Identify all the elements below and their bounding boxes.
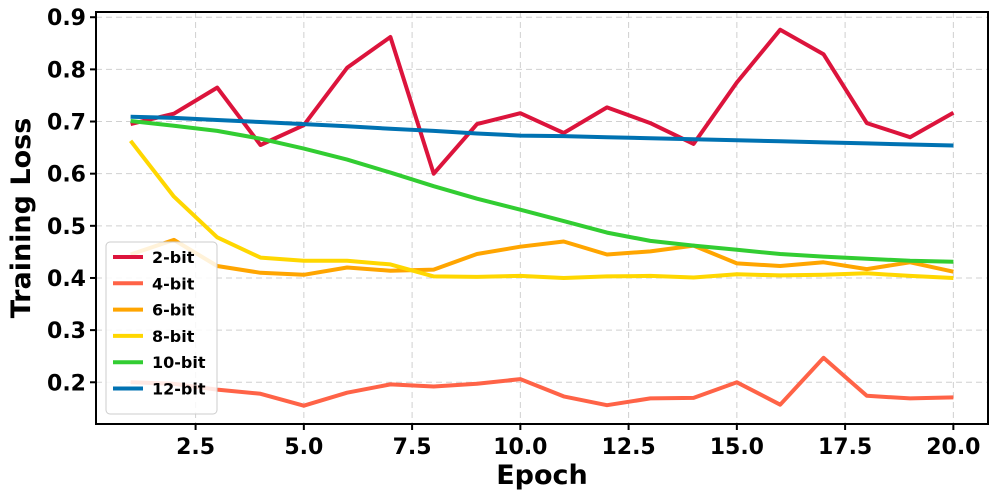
series-line-4-bit <box>130 355 954 408</box>
x-tick-label: 20.0 <box>926 435 980 460</box>
series-line-8-bit <box>129 139 954 280</box>
x-tick-label: 5.0 <box>284 435 323 460</box>
x-axis-ticks: 2.5 5.0 7.5 10.0 12.5 15.0 17.5 20.0 <box>176 424 980 460</box>
y-axis-label: Training Loss <box>6 118 37 319</box>
series-line-2-bit <box>130 27 955 176</box>
legend-label: 4-bit <box>152 274 195 293</box>
legend-label: 10-bit <box>152 353 206 372</box>
legend-label: 6-bit <box>152 301 195 320</box>
y-tick-label: 0.7 <box>47 111 86 136</box>
y-tick-label: 0.2 <box>47 371 86 396</box>
y-tick-label: 0.5 <box>47 215 86 240</box>
y-tick-label: 0.9 <box>47 6 86 31</box>
y-axis-ticks: 0.2 0.3 0.4 0.5 0.6 0.7 0.8 0.9 <box>47 6 96 396</box>
legend: 2-bit 4-bit 6-bit 8-bit 10-bit 12-bit <box>105 241 218 415</box>
x-tick-label: 10.0 <box>493 435 547 460</box>
x-tick-label: 12.5 <box>601 435 655 460</box>
x-tick-label: 17.5 <box>818 435 872 460</box>
x-tick-label: 15.0 <box>710 435 764 460</box>
series-line-12-bit <box>130 114 954 148</box>
y-tick-label: 0.6 <box>47 163 86 188</box>
y-tick-label: 0.3 <box>47 319 86 344</box>
series-line-10-bit <box>130 119 954 264</box>
y-tick-label: 0.8 <box>47 58 86 83</box>
grid <box>96 12 988 424</box>
legend-label: 12-bit <box>152 380 206 399</box>
series-line-6-bit <box>129 237 954 277</box>
legend-label: 2-bit <box>152 248 195 267</box>
x-tick-label: 2.5 <box>176 435 215 460</box>
legend-label: 8-bit <box>152 327 195 346</box>
y-tick-label: 0.4 <box>47 267 86 292</box>
x-tick-label: 7.5 <box>393 435 432 460</box>
series-lines <box>129 27 955 408</box>
plot-frame <box>95 11 989 425</box>
x-axis-label: Epoch <box>496 460 588 491</box>
